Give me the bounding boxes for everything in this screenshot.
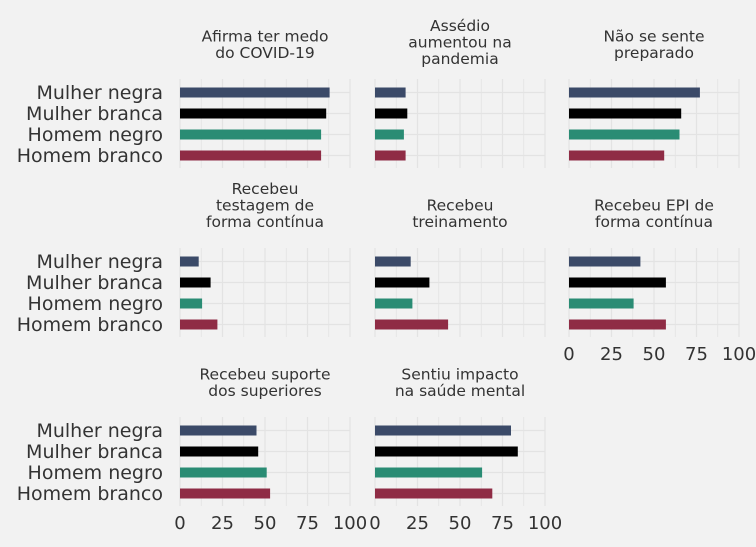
- y-tick-label: Mulher branca: [26, 103, 163, 125]
- bar: [180, 488, 271, 499]
- bar: [569, 150, 665, 161]
- bar: [180, 319, 218, 330]
- y-tick-label: Mulher branca: [26, 441, 163, 463]
- bar: [569, 108, 682, 119]
- panel-title-line: Assédio: [430, 17, 490, 35]
- x-tick-label: 100: [722, 344, 756, 365]
- panel-title-line: pandemia: [421, 50, 498, 68]
- x-tick-label: 0: [174, 513, 185, 534]
- y-tick-label: Homem branco: [17, 145, 163, 167]
- panel-title-line: testagem de: [216, 197, 314, 215]
- bar: [180, 256, 199, 267]
- x-tick-label: 25: [406, 513, 429, 534]
- x-tick-label: 50: [449, 513, 472, 534]
- bar: [569, 256, 641, 267]
- bar: [180, 150, 322, 161]
- panel-title-line: Não se sente: [603, 28, 704, 46]
- bar: [180, 108, 327, 119]
- bar: [569, 129, 680, 140]
- x-tick-label: 0: [563, 344, 574, 365]
- bar: [375, 256, 411, 267]
- y-tick-label: Mulher negra: [36, 82, 163, 104]
- x-tick-label: 75: [296, 513, 319, 534]
- panel-title-line: forma contínua: [595, 213, 713, 231]
- bar: [180, 129, 322, 140]
- y-tick-label: Mulher branca: [26, 272, 163, 294]
- x-tick-label: 75: [685, 344, 708, 365]
- y-tick-label: Homem negro: [28, 462, 163, 484]
- bar: [375, 446, 518, 457]
- panel-title-line: Afirma ter medo: [202, 28, 329, 46]
- y-tick-label: Mulher negra: [36, 420, 163, 442]
- x-tick-label: 25: [600, 344, 623, 365]
- bar: [180, 446, 259, 457]
- bar: [375, 425, 511, 436]
- bar: [569, 277, 666, 288]
- panel-title-line: forma contínua: [206, 213, 324, 231]
- y-tick-label: Homem branco: [17, 483, 163, 505]
- bar: [375, 298, 413, 309]
- bar: [180, 87, 330, 98]
- y-tick-label: Homem branco: [17, 314, 163, 336]
- bar: [180, 277, 211, 288]
- y-tick-label: Homem negro: [28, 124, 163, 146]
- panel-title-line: preparado: [614, 44, 694, 62]
- panel-title-line: dos superiores: [208, 382, 321, 400]
- bar: [375, 488, 493, 499]
- y-tick-label: Homem negro: [28, 293, 163, 315]
- bar: [180, 298, 203, 309]
- bar: [375, 319, 449, 330]
- panel-title-line: na saúde mental: [395, 382, 525, 400]
- bar: [375, 87, 406, 98]
- bar: [375, 467, 483, 478]
- panel-title-line: Recebeu: [232, 180, 299, 198]
- x-tick-label: 50: [643, 344, 666, 365]
- x-tick-label: 100: [528, 513, 562, 534]
- bar: [375, 150, 406, 161]
- bar: [569, 298, 634, 309]
- bar: [180, 425, 257, 436]
- x-tick-label: 50: [254, 513, 277, 534]
- x-tick-label: 75: [491, 513, 514, 534]
- bar: [569, 87, 700, 98]
- x-tick-label: 0: [369, 513, 380, 534]
- y-tick-label: Mulher negra: [36, 251, 163, 273]
- bar: [375, 108, 408, 119]
- panel-title-line: do COVID-19: [215, 44, 314, 62]
- x-tick-label: 100: [333, 513, 367, 534]
- panel-title-line: aumentou na: [408, 34, 511, 52]
- panel-title-line: treinamento: [412, 213, 507, 231]
- bar: [180, 467, 267, 478]
- bar: [375, 129, 404, 140]
- bar: [375, 277, 430, 288]
- panel-title-line: Recebeu EPI de: [594, 197, 714, 215]
- panel-title-line: Recebeu: [427, 197, 494, 215]
- panel-title-line: Recebeu suporte: [199, 366, 330, 384]
- bar: [569, 319, 666, 330]
- panel-title-line: Sentiu impacto: [401, 366, 518, 384]
- x-tick-label: 25: [211, 513, 234, 534]
